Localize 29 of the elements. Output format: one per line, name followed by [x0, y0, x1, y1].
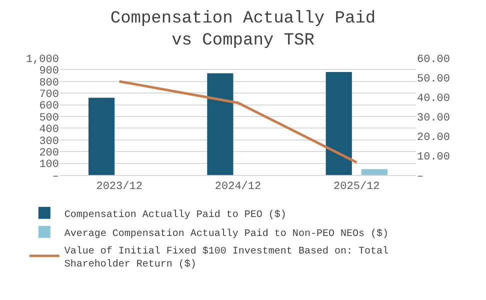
y2-tick-label: 20.00: [417, 132, 450, 144]
x-tick-label: 2024/12: [214, 181, 262, 194]
y2-tick-label: 30.00: [417, 112, 450, 124]
y-tick-label: 300: [39, 136, 59, 148]
y2-tick-label: 60.00: [417, 54, 450, 66]
y-tick-label: 100: [39, 159, 59, 172]
y-tick-label: 800: [39, 77, 59, 90]
y-tick-label: 200: [39, 147, 59, 160]
y-tick-label: 700: [39, 88, 59, 101]
bar: [361, 169, 388, 175]
y2-tick-label: 10.00: [417, 151, 450, 164]
y-tick-label: 600: [39, 100, 59, 113]
legend-label: Average Compensation Actually Paid to Non-PEO NEOs ($): [64, 228, 388, 240]
legend-label: Compensation Actually Paid to PEO ($): [64, 208, 286, 221]
y2-tick-label: –: [417, 170, 424, 183]
y-tick-label: 900: [39, 66, 59, 78]
y-tick-label: 500: [39, 112, 59, 124]
y2-tick-label: 50.00: [417, 73, 450, 86]
x-tick-label: 2025/12: [334, 181, 380, 194]
y-tick-label: 1,000: [26, 54, 59, 66]
legend-label: Value of Initial Fixed $100 Investment Based on: Total Shareholder Return ($): [64, 245, 388, 270]
y-tick-label: 400: [39, 124, 59, 136]
chart-title: Compensation Actually Paid vs Company TSR: [110, 10, 376, 51]
bar: [88, 98, 115, 175]
bar: [207, 73, 234, 175]
bar: [326, 72, 352, 175]
x-tick-label: 2023/12: [96, 181, 142, 194]
y-tick-label: –: [52, 170, 59, 183]
y2-tick-label: 40.00: [417, 92, 450, 105]
